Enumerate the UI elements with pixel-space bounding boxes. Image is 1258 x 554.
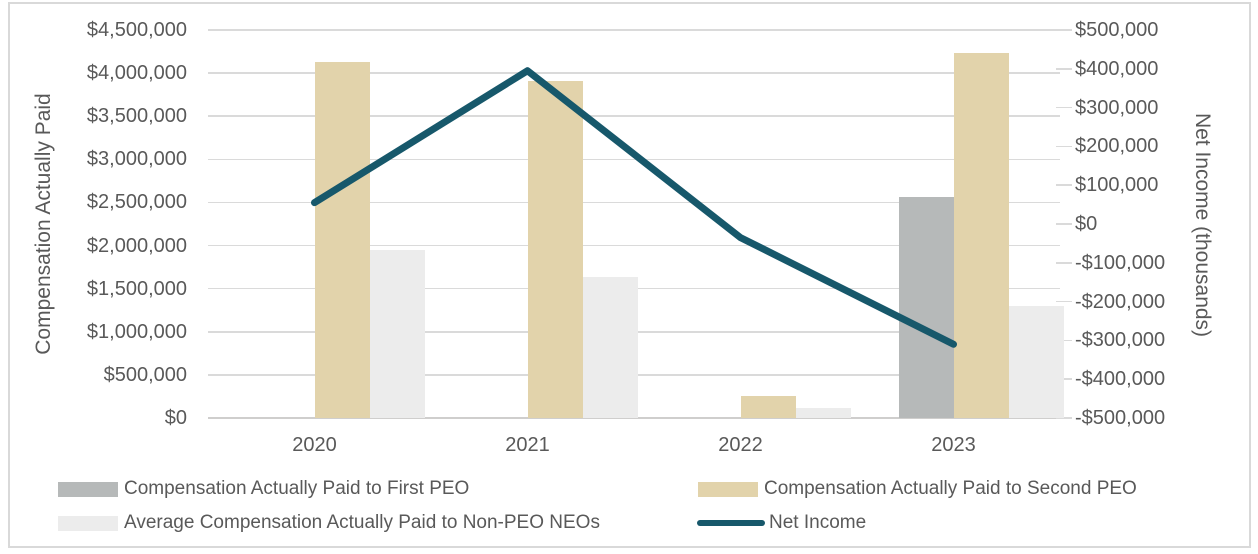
- gridline: [208, 72, 1060, 74]
- left-axis-tick-label: $500,000: [103, 363, 187, 386]
- right-axis-tick: [1056, 339, 1072, 342]
- right-axis-tick: [1056, 417, 1072, 419]
- legend-label-net-income: Net Income: [769, 512, 867, 533]
- legend-item-net-income: Net Income: [697, 512, 867, 533]
- category-axis-line: [208, 417, 1060, 419]
- legend-swatch-first-peo: [58, 481, 118, 497]
- legend-swatch-net-income: [697, 520, 765, 526]
- right-axis-tick-label: $500,000: [1075, 19, 1159, 41]
- right-axis-title: Net Income (thousands): [1191, 112, 1214, 338]
- right-axis-tick-label: $100,000: [1075, 174, 1159, 197]
- right-axis-tick: [1056, 300, 1072, 303]
- bar-2023-series1: [953, 53, 1009, 418]
- legend-item-first-peo: Compensation Actually Paid to First PEO: [58, 478, 470, 499]
- left-axis-title: Compensation Actually Paid: [32, 93, 55, 355]
- left-axis-tick-label: $1,000,000: [86, 320, 187, 343]
- legend-swatch-second-peo: [698, 481, 758, 497]
- left-axis-tick-label: $4,500,000: [86, 19, 187, 41]
- bar-2020-series1: [314, 61, 370, 418]
- right-axis-tick-label: $200,000: [1075, 135, 1159, 158]
- bar-2021-series1: [527, 80, 583, 418]
- left-axis-tick-label: $4,000,000: [86, 62, 187, 85]
- gridline: [208, 158, 1060, 161]
- gridline: [208, 115, 1060, 117]
- x-axis-label-2021: 2021: [505, 434, 550, 456]
- right-axis-tick-label: $300,000: [1075, 96, 1159, 119]
- x-axis-label-2020: 2020: [292, 434, 337, 456]
- left-axis-tick-label: $1,500,000: [86, 277, 187, 300]
- legend-label-second-peo: Compensation Actually Paid to Second PEO: [764, 478, 1137, 499]
- bar-2023-series2: [1008, 305, 1064, 418]
- bar-2023-series0: [898, 197, 954, 418]
- right-axis-tick: [1056, 262, 1072, 264]
- gridline: [208, 244, 1060, 247]
- right-axis-tick: [1056, 106, 1072, 109]
- right-axis-tick: [1056, 378, 1072, 380]
- right-axis-tick-label: $400,000: [1075, 57, 1159, 80]
- bar-2022-series1: [740, 396, 796, 418]
- bar-2020-series2: [369, 249, 425, 418]
- bar-2022-series2: [795, 407, 851, 418]
- x-axis-label-2022: 2022: [718, 434, 763, 456]
- legend-label-non-peo-neos: Average Compensation Actually Paid to No…: [124, 512, 600, 533]
- gridline: [208, 201, 1060, 204]
- right-axis-tick: [1056, 29, 1072, 31]
- left-axis-tick-label: $3,500,000: [86, 105, 187, 128]
- bar-2021-series2: [582, 276, 638, 418]
- right-axis-tick-label: -$200,000: [1075, 290, 1166, 313]
- right-axis-tick: [1056, 145, 1072, 148]
- right-axis-tick: [1056, 184, 1072, 186]
- legend-item-second-peo: Compensation Actually Paid to Second PEO: [698, 478, 1137, 499]
- right-axis-tick-label: -$300,000: [1075, 329, 1166, 352]
- legend-swatch-non-peo-neos: [58, 515, 118, 531]
- right-axis-tick-label: -$500,000: [1075, 407, 1166, 429]
- right-axis-tick-label: -$100,000: [1075, 251, 1166, 274]
- legend-label-first-peo: Compensation Actually Paid to First PEO: [124, 478, 470, 499]
- legend-item-non-peo-neos: Average Compensation Actually Paid to No…: [58, 512, 600, 533]
- right-axis-tick-label: -$400,000: [1075, 368, 1166, 391]
- net-income-line: [311, 67, 957, 348]
- right-axis-tick: [1056, 223, 1072, 225]
- right-axis-tick-label: $0: [1075, 213, 1098, 235]
- x-axis-label-2023: 2023: [931, 434, 976, 456]
- left-axis-tick-label: $0: [164, 407, 187, 429]
- left-axis-tick-label: $2,000,000: [86, 234, 187, 257]
- right-axis-tick: [1056, 68, 1072, 70]
- left-axis-tick-label: $2,500,000: [86, 191, 187, 214]
- left-axis-tick-label: $3,000,000: [86, 148, 187, 171]
- gridline: [208, 29, 1060, 31]
